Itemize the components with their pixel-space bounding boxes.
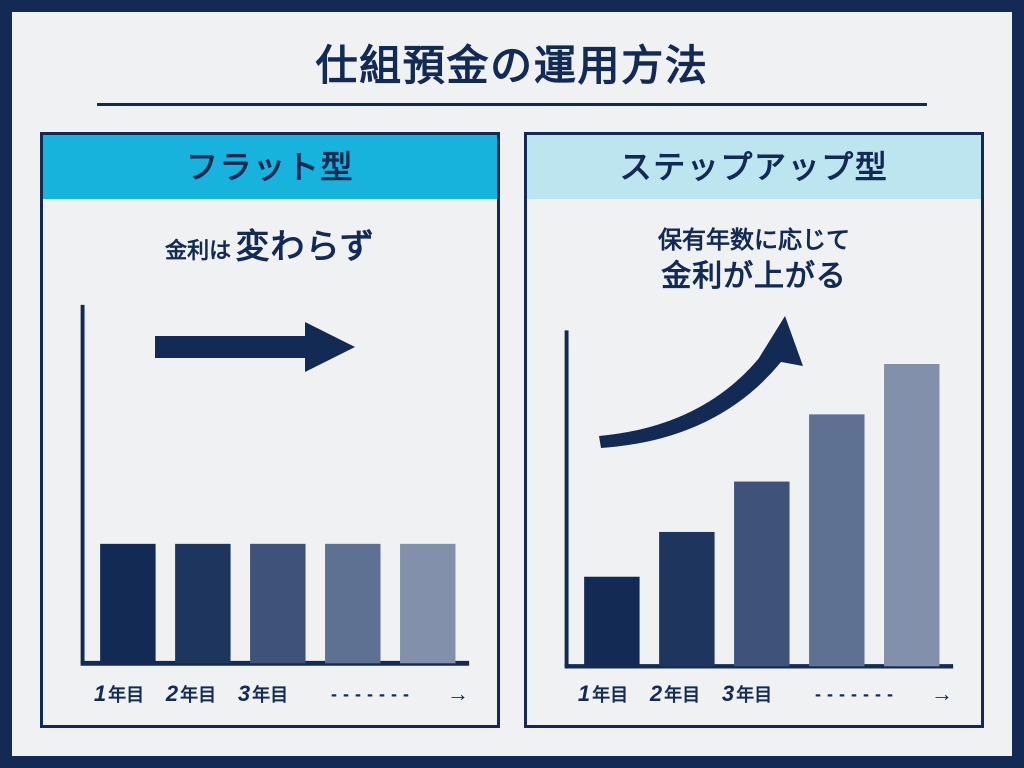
bar xyxy=(250,544,305,663)
panel-stepup-chart-area: 1年目 2年目 3年目 ‐‐‐‐‐‐‐ → xyxy=(549,308,959,711)
bar xyxy=(884,364,939,666)
panel-flat-header: フラット型 xyxy=(43,135,497,199)
x-label: 2年目 xyxy=(155,681,227,707)
panel-stepup: ステップアップ型 保有年数に応じて 金利が上がる 1年 xyxy=(524,132,984,728)
main-title: 仕組預金の運用方法 xyxy=(97,32,928,106)
x-label: 1年目 xyxy=(567,681,639,707)
x-dots: ‐‐‐‐‐‐‐ xyxy=(299,684,447,705)
stepup-desc-line2: 金利が上がる xyxy=(527,257,981,298)
bar xyxy=(325,544,380,663)
flat-desc-small: 金利は xyxy=(165,238,231,263)
stepup-bar-chart xyxy=(549,308,959,711)
stepup-x-labels: 1年目 2年目 3年目 ‐‐‐‐‐‐‐ → xyxy=(567,681,953,707)
flat-bar-chart xyxy=(65,281,475,711)
x-label: 3年目 xyxy=(227,681,299,707)
panel-stepup-header: ステップアップ型 xyxy=(527,135,981,199)
panels-row: フラット型 金利は 変わらず xyxy=(40,132,984,728)
bar xyxy=(809,414,864,666)
x-label: 2年目 xyxy=(639,681,711,707)
bar xyxy=(100,544,155,663)
flat-x-labels: 1年目 2年目 3年目 ‐‐‐‐‐‐‐ → xyxy=(83,681,469,707)
x-dots: ‐‐‐‐‐‐‐ xyxy=(783,684,931,705)
flat-desc-big: 変わらず xyxy=(236,228,375,266)
panel-flat-chart-area: 1年目 2年目 3年目 ‐‐‐‐‐‐‐ → xyxy=(65,281,475,711)
bar xyxy=(659,532,714,666)
bar xyxy=(175,544,230,663)
bar xyxy=(400,544,455,663)
stepup-desc-line1: 保有年数に応じて xyxy=(527,225,981,257)
infographic-frame: 仕組預金の運用方法 フラット型 金利は 変わらず xyxy=(0,0,1024,768)
panel-flat-desc: 金利は 変わらず xyxy=(43,225,497,271)
bar xyxy=(584,577,639,667)
x-label: 1年目 xyxy=(83,681,155,707)
bar xyxy=(734,481,789,666)
x-label: 3年目 xyxy=(711,681,783,707)
x-arrowhead-icon: → xyxy=(931,681,953,707)
panel-stepup-desc: 保有年数に応じて 金利が上がる xyxy=(527,225,981,298)
panel-flat: フラット型 金利は 変わらず xyxy=(40,132,500,728)
x-arrowhead-icon: → xyxy=(447,681,469,707)
